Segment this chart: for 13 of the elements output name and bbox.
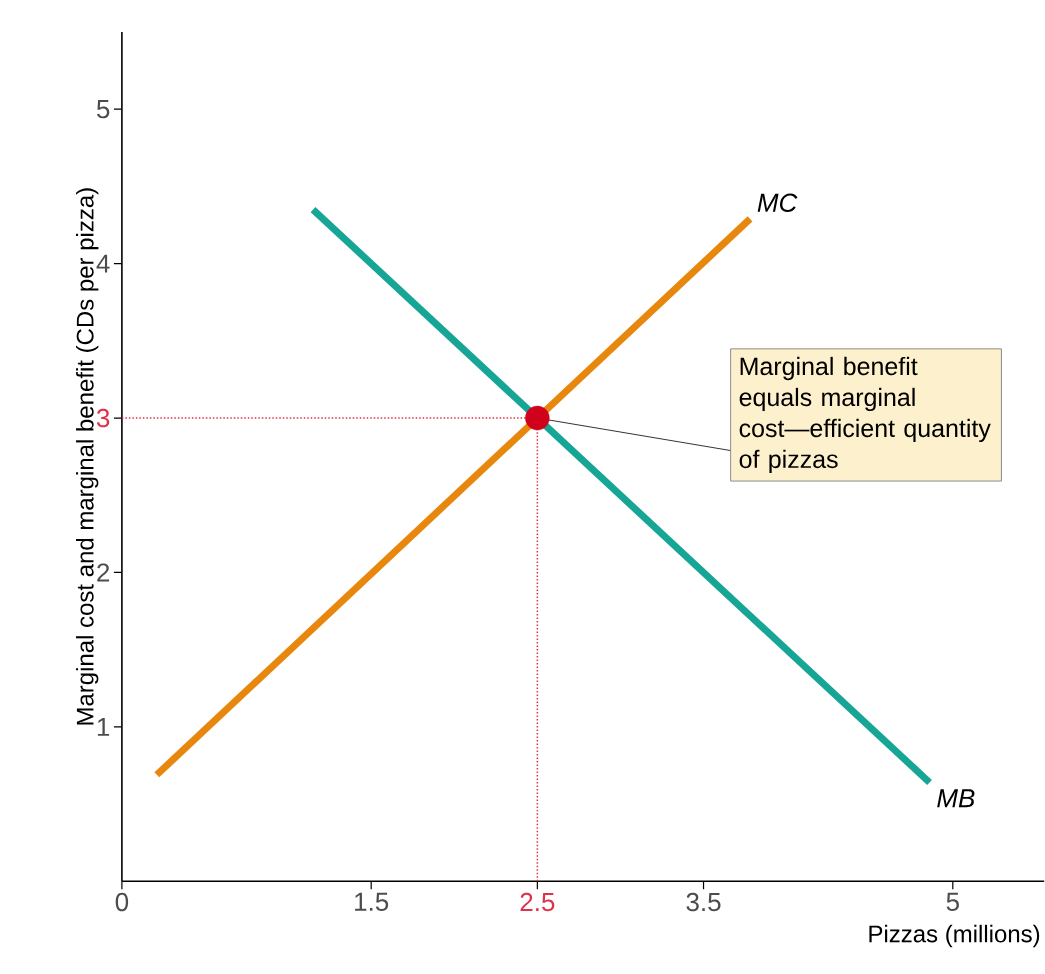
x-tick-label: 5	[946, 892, 959, 911]
x-tick-label: 3.5	[686, 892, 721, 912]
x-tick-label: 1.5	[355, 892, 389, 911]
series-label: MC	[757, 193, 798, 212]
series-label: MB	[937, 789, 975, 808]
y-tick-label: 1	[97, 717, 110, 736]
y-tick-label: 5	[96, 99, 110, 119]
annotation: Marginal benefit equals marginal cost—efficient quantity of pizzas	[739, 356, 991, 473]
y-tick-label: 2	[97, 563, 110, 582]
x-tick-label: 2.5	[520, 892, 555, 912]
x-axis-title: Pizzas (millions)	[869, 924, 1040, 948]
y-tick-label: 3	[96, 408, 110, 428]
x-tick-label: 0	[115, 892, 129, 912]
